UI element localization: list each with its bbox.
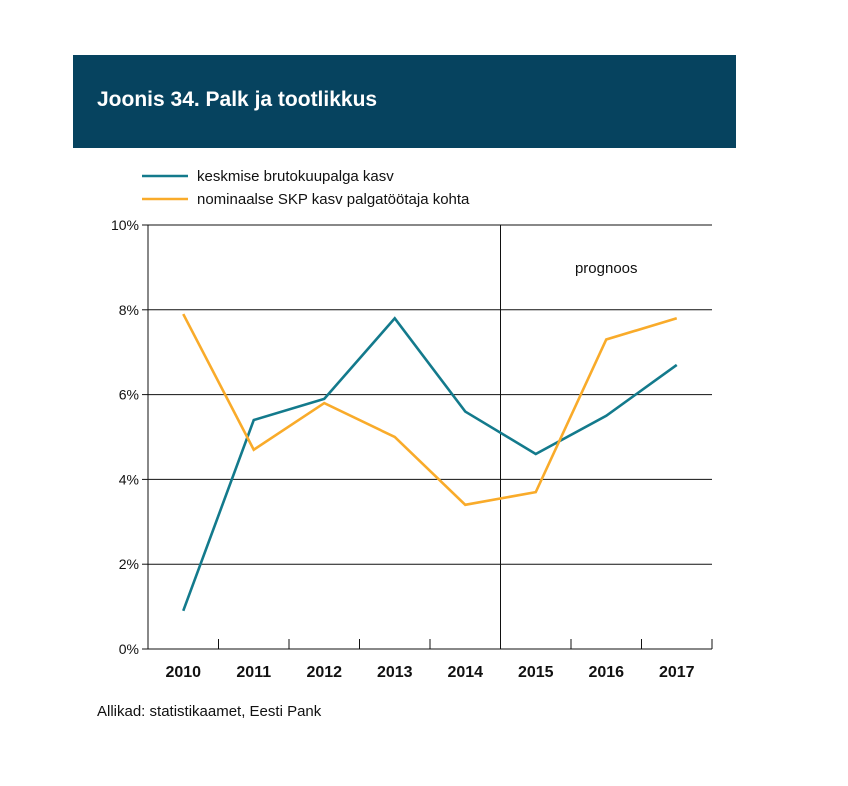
legend-label-1: keskmise brutokuupalga kasv bbox=[197, 168, 394, 185]
grid bbox=[148, 224, 712, 565]
x-tick-label: 2012 bbox=[306, 664, 342, 681]
x-tick-label: 2013 bbox=[377, 664, 413, 681]
axis-labels: 0% 2% 4% 6% 8% 10% 2010 2011 2012 2013 2014 2015 201… bbox=[111, 217, 695, 681]
y-tick-label: 10% bbox=[111, 217, 139, 233]
y-tick-label: 2% bbox=[119, 556, 139, 572]
header-banner: Joonis 34. Palk ja tootlikkus bbox=[73, 55, 736, 148]
x-tick-label: 2017 bbox=[659, 664, 695, 681]
x-tick-label: 2014 bbox=[447, 664, 483, 681]
x-tick-label: 2010 bbox=[165, 664, 201, 681]
y-tick-label: 8% bbox=[119, 302, 139, 318]
legend: keskmise brutokuupalga kasv nominaalse SK… bbox=[142, 168, 470, 208]
chart-title: Joonis 34. Palk ja tootlikkus bbox=[97, 88, 378, 111]
y-tick-label: 4% bbox=[119, 471, 139, 487]
axes bbox=[142, 224, 713, 650]
x-tick-label: 2011 bbox=[236, 664, 271, 681]
y-tick-label: 6% bbox=[119, 387, 139, 403]
legend-label-2: nominaalse SKP kasv palgatöötaja kohta bbox=[197, 191, 470, 208]
x-tick-label: 2015 bbox=[518, 664, 554, 681]
source-note: Allikad: statistikaamet, Eesti Pank bbox=[97, 703, 322, 720]
series-line-1 bbox=[182, 316, 678, 612]
x-tick-label: 2016 bbox=[588, 664, 624, 681]
y-tick-label: 0% bbox=[119, 641, 139, 657]
forecast-annotation: prognoos bbox=[575, 260, 638, 277]
series-lines bbox=[182, 313, 678, 612]
series-line-2 bbox=[182, 313, 678, 507]
